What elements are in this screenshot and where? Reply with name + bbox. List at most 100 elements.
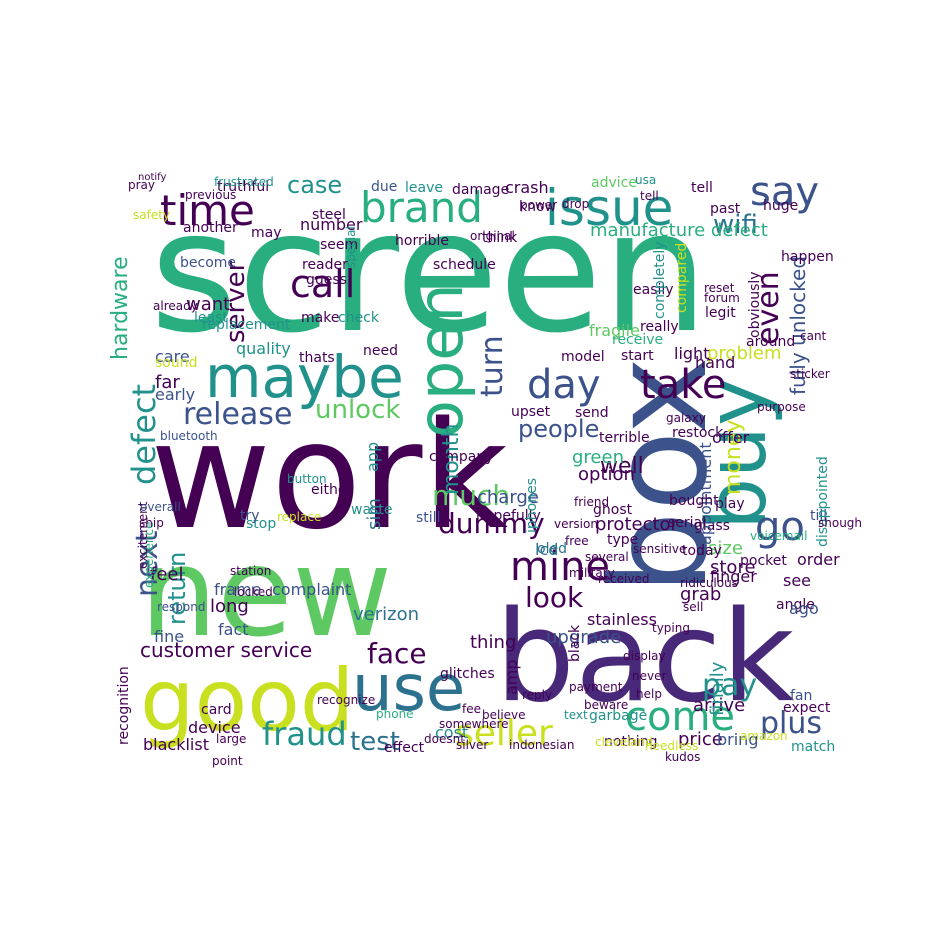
cloud-word-galaxy: galaxy xyxy=(666,411,706,425)
cloud-word-finger: finger xyxy=(710,567,757,586)
cloud-word-recognition: recognition xyxy=(116,666,132,745)
cloud-word-purpose: purpose xyxy=(757,400,806,414)
cloud-word-look: look xyxy=(525,581,584,614)
cloud-word-phone: phone xyxy=(376,707,414,721)
cloud-word-make: make xyxy=(301,310,339,326)
cloud-word-cant: cant xyxy=(800,329,827,343)
cloud-word-brand: brand xyxy=(360,183,483,232)
cloud-word-hardware: hardware xyxy=(108,256,133,360)
cloud-word-cost: cost xyxy=(435,723,468,742)
cloud-word-sim: sim xyxy=(364,498,385,530)
cloud-word-seem: seem xyxy=(320,237,358,253)
cloud-word-screen: screen xyxy=(150,174,708,370)
cloud-word-reset: reset xyxy=(704,281,735,295)
cloud-word-customer-service: customer service xyxy=(140,638,312,662)
cloud-word-happen: happen xyxy=(781,249,834,265)
cloud-word-finally: finally xyxy=(707,661,728,716)
cloud-word-need: need xyxy=(363,343,398,359)
cloud-word-good: good xyxy=(140,651,354,751)
cloud-word-angle: angle xyxy=(776,597,815,613)
cloud-word-new: new xyxy=(140,522,392,664)
cloud-word-fee: fee xyxy=(462,702,481,716)
cloud-word-indonesian: indonesian xyxy=(509,738,574,752)
cloud-word-cleveland: cleveland xyxy=(595,735,653,749)
cloud-word-type: type xyxy=(607,532,638,548)
cloud-word-defect: defect xyxy=(125,384,163,485)
cloud-word-huge: huge xyxy=(763,198,798,214)
cloud-word-manufacture-defect: manufacture defect xyxy=(590,220,768,241)
cloud-word-want: want xyxy=(186,294,230,315)
cloud-word-face: face xyxy=(367,637,427,670)
cloud-word-voicemail: voicemail xyxy=(750,529,807,543)
cloud-word-check: check xyxy=(338,310,380,326)
cloud-word-around: around xyxy=(746,334,795,350)
cloud-word-obviously: obviously xyxy=(747,271,763,338)
cloud-word-amazon: amazon xyxy=(740,729,788,743)
cloud-word-pocket: pocket xyxy=(740,553,787,569)
cloud-word-play: play xyxy=(715,496,745,512)
cloud-word-bring: bring xyxy=(717,730,758,749)
cloud-word-usa: usa xyxy=(635,173,656,187)
cloud-word-several: several xyxy=(585,550,629,564)
cloud-word-price: price xyxy=(678,729,723,750)
cloud-word-receive: receive xyxy=(612,332,663,348)
cloud-word-iphones: iphones xyxy=(524,478,540,533)
cloud-word-replace: replace xyxy=(277,510,321,524)
cloud-word-received: received xyxy=(598,572,649,586)
cloud-word-ridiculous: ridiculous xyxy=(680,576,738,590)
cloud-word-protector: protector xyxy=(595,514,679,535)
cloud-word-large: large xyxy=(216,732,246,746)
cloud-word-doesnt: doesnt xyxy=(424,732,465,746)
cloud-word-effect: effect xyxy=(384,740,425,756)
cloud-word-back: back xyxy=(495,583,794,730)
cloud-word-replacement: replacement xyxy=(202,317,291,333)
cloud-word-oled: oled xyxy=(537,541,567,557)
cloud-word-display: display xyxy=(623,649,666,663)
cloud-word-size: size xyxy=(708,538,743,559)
cloud-word-notify: notify xyxy=(138,172,167,183)
cloud-word-tell: tell xyxy=(640,189,659,203)
cloud-word-buy: buy xyxy=(690,377,785,530)
cloud-word-grab: grab xyxy=(680,584,721,605)
cloud-word-far: far xyxy=(155,372,180,393)
cloud-word-special: special xyxy=(344,226,358,268)
cloud-word-help: help xyxy=(636,687,662,701)
cloud-word-bought: bought xyxy=(669,493,719,509)
cloud-word-upset: upset xyxy=(511,404,551,420)
cloud-word-ghost: ghost xyxy=(593,502,633,518)
cloud-word-complaint: complaint xyxy=(272,580,351,599)
cloud-word-verizon: verizon xyxy=(353,604,419,625)
cloud-word-ago: ago xyxy=(789,599,819,618)
cloud-word-due: due xyxy=(371,179,397,195)
cloud-word-free: free xyxy=(565,534,589,548)
cloud-word-past: past xyxy=(710,201,741,217)
cloud-word-offer: offer xyxy=(712,428,750,447)
cloud-word-garbage: garbage xyxy=(589,708,647,724)
cloud-word-hand: hand xyxy=(695,353,735,372)
cloud-word-sticker: sticker xyxy=(790,367,830,381)
cloud-word-wifi: wifi xyxy=(713,210,758,240)
cloud-word-return: return xyxy=(163,552,191,625)
cloud-word-even: even xyxy=(751,271,786,345)
cloud-word-work: work xyxy=(150,390,508,562)
cloud-word-beware: beware xyxy=(584,698,628,712)
cloud-word-use: use xyxy=(352,652,465,726)
cloud-word-silver: silver xyxy=(456,738,488,752)
cloud-word-money: money xyxy=(721,420,746,495)
cloud-word-safety: safety xyxy=(133,208,170,222)
cloud-word-typing: typing xyxy=(652,621,690,635)
cloud-word-amp: amp xyxy=(502,659,521,695)
cloud-word-month: month xyxy=(439,424,464,495)
cloud-word-previous: previous xyxy=(185,188,236,202)
cloud-word-model: model xyxy=(561,349,605,365)
cloud-word-damage: damage xyxy=(452,182,509,198)
cloud-word-glitches: glitches xyxy=(440,666,495,682)
cloud-word-day: day xyxy=(527,362,601,408)
cloud-word-advice: advice xyxy=(591,175,637,191)
cloud-word-legit: legit xyxy=(705,305,736,321)
cloud-word-issue: issue xyxy=(545,179,673,237)
cloud-word-turn: turn xyxy=(475,335,510,397)
cloud-word-charge: charge xyxy=(477,487,539,508)
